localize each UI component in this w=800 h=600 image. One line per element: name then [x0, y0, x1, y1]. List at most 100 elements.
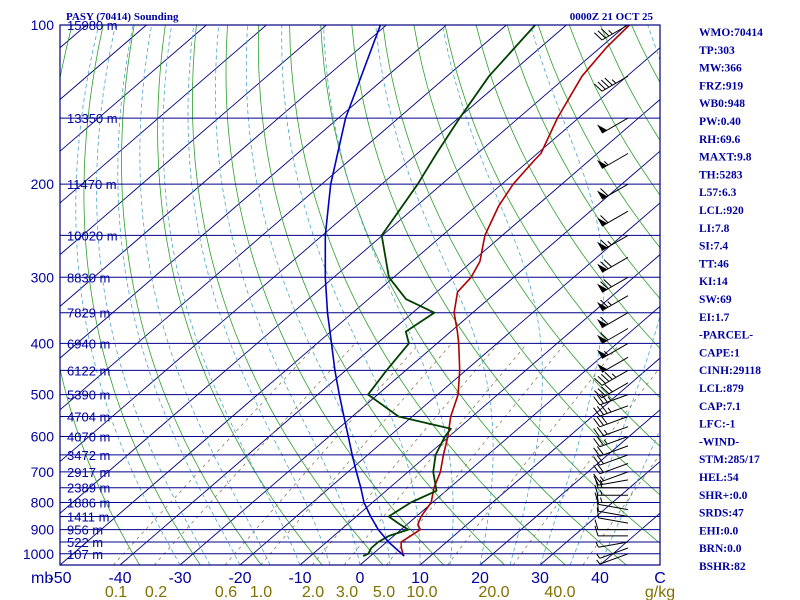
wind-barb — [594, 382, 629, 399]
dry-adiabat — [121, 25, 262, 565]
wind-barb-flag — [593, 407, 601, 417]
height-label: 1886 m — [67, 496, 110, 511]
wind-barb-staff — [601, 24, 629, 41]
mixing-ratio-label: 2.0 — [302, 584, 324, 600]
index-line: L57:6.3 — [699, 187, 737, 199]
temperature-tick-label: C — [654, 570, 666, 587]
wind-barb-half-flag — [596, 553, 601, 559]
index-line: TP:303 — [699, 45, 735, 57]
pressure-label: 700 — [31, 464, 55, 480]
wind-barb-staff — [599, 394, 629, 406]
index-line: -WIND- — [699, 436, 739, 448]
wind-barb — [594, 492, 628, 503]
wind-barb-flag — [594, 492, 599, 503]
wind-barb-half-flag — [596, 559, 601, 565]
wind-barb — [597, 342, 629, 359]
mixing-ratio-line — [582, 453, 660, 565]
wind-barb — [594, 24, 629, 41]
temperature-tick-label: 20 — [471, 570, 489, 587]
wind-barb-flag — [594, 32, 603, 41]
height-label: 5390 m — [67, 388, 110, 403]
wind-barb-flag — [603, 259, 612, 268]
wind-barb-flag — [600, 239, 609, 248]
index-line: CAP:7.1 — [699, 401, 741, 413]
height-label: 4704 m — [67, 410, 110, 425]
wind-barb-staff — [601, 369, 629, 386]
moist-adiabat — [139, 25, 271, 565]
wind-barb-pennant — [597, 124, 608, 134]
wind-barb-flag — [597, 81, 606, 90]
wind-barb-pennant — [597, 159, 608, 169]
wind-barb — [596, 507, 629, 524]
wind-barb-flag — [596, 507, 599, 518]
pressure-labels: 100 200 300 400 500 600 700 800 900 1000 — [23, 17, 54, 562]
wind-barb-flag — [594, 485, 599, 496]
wind-barb-flag — [593, 465, 601, 475]
wind-barb-flag — [604, 371, 613, 380]
height-labels: 15980 m 13350 m 11470 m 10020 m 8830 m 7829 m… — [67, 18, 118, 562]
moist-adiabat — [442, 25, 543, 565]
index-line: TT:46 — [699, 258, 729, 270]
height-label: 8830 m — [67, 270, 110, 285]
wind-barb — [593, 393, 629, 406]
wind-barb-flag — [596, 394, 605, 404]
wind-barb-flag — [596, 463, 605, 473]
wind-barb — [597, 153, 629, 169]
wind-barb-flag — [594, 377, 603, 386]
wind-barb-staff — [599, 405, 629, 417]
isotherm-line — [60, 25, 207, 152]
chart-time: 0000Z 21 OCT 25 — [570, 11, 654, 23]
wind-barb-half-flag — [607, 407, 612, 413]
wind-barb-pennant — [597, 363, 608, 373]
wind-barb-half-flag — [600, 497, 603, 503]
wind-barb-staff — [598, 541, 629, 548]
mixing-ratio-line — [447, 343, 621, 565]
wind-barb-flag — [596, 405, 605, 415]
wind-barb-pennant — [597, 319, 608, 328]
mixing-ratio-line — [311, 343, 499, 565]
wind-barb-staff — [599, 471, 629, 483]
stability-indices: WMO:70414 TP:303 MW:366 FRZ:919 WB0:948 PW:0.… — [699, 27, 763, 573]
wind-barb — [593, 436, 629, 448]
wind-barb-flag — [600, 79, 610, 88]
wind-barb-flag — [600, 188, 609, 197]
height-label: 11470 m — [67, 177, 117, 192]
index-line: HEL:54 — [699, 472, 739, 484]
wind-barb-half-flag — [600, 476, 604, 482]
wind-barb-flag — [596, 426, 605, 436]
wind-barb-flag — [600, 404, 608, 414]
dry-adiabat — [83, 25, 201, 565]
pressure-label: 400 — [31, 335, 55, 351]
wind-barb — [593, 426, 629, 438]
mixing-ratio-label: 3.0 — [336, 584, 358, 600]
height-label: 3472 m — [67, 448, 110, 463]
temperature-tick-label: -50 — [48, 570, 71, 587]
index-line: STM:285/17 — [699, 454, 760, 466]
wind-barb — [597, 117, 629, 134]
wind-barb — [593, 445, 629, 457]
index-line: SHR+:0.0 — [699, 490, 748, 502]
mixing-ratio-label: 1.0 — [250, 584, 272, 600]
wind-barb-staff — [599, 436, 629, 448]
wind-barb-pennant — [597, 217, 608, 227]
height-label: 4070 m — [67, 429, 110, 444]
wind-barb-staff — [599, 416, 629, 428]
dry-adiabat — [60, 25, 140, 565]
mixing-ratio-line — [512, 366, 660, 565]
wind-barb-flag — [594, 390, 603, 399]
height-label: 15980 m — [67, 18, 118, 33]
wind-barb-flag — [593, 438, 601, 448]
wind-barb-flag — [600, 316, 609, 325]
mixing-ratio-label: 40.0 — [544, 584, 575, 600]
wind-barb — [593, 415, 629, 428]
isotherm-line — [239, 202, 660, 565]
index-line: EHI:0.0 — [699, 525, 739, 537]
wind-barb-staff — [599, 547, 629, 559]
wind-barb — [594, 525, 628, 537]
pressure-label: 600 — [31, 428, 55, 444]
wind-barb-staff — [598, 503, 629, 511]
height-label: 107 m — [67, 547, 103, 562]
index-line: BRN:0.0 — [699, 543, 742, 555]
dry-adiabat — [225, 25, 445, 565]
wind-barb — [593, 463, 629, 475]
